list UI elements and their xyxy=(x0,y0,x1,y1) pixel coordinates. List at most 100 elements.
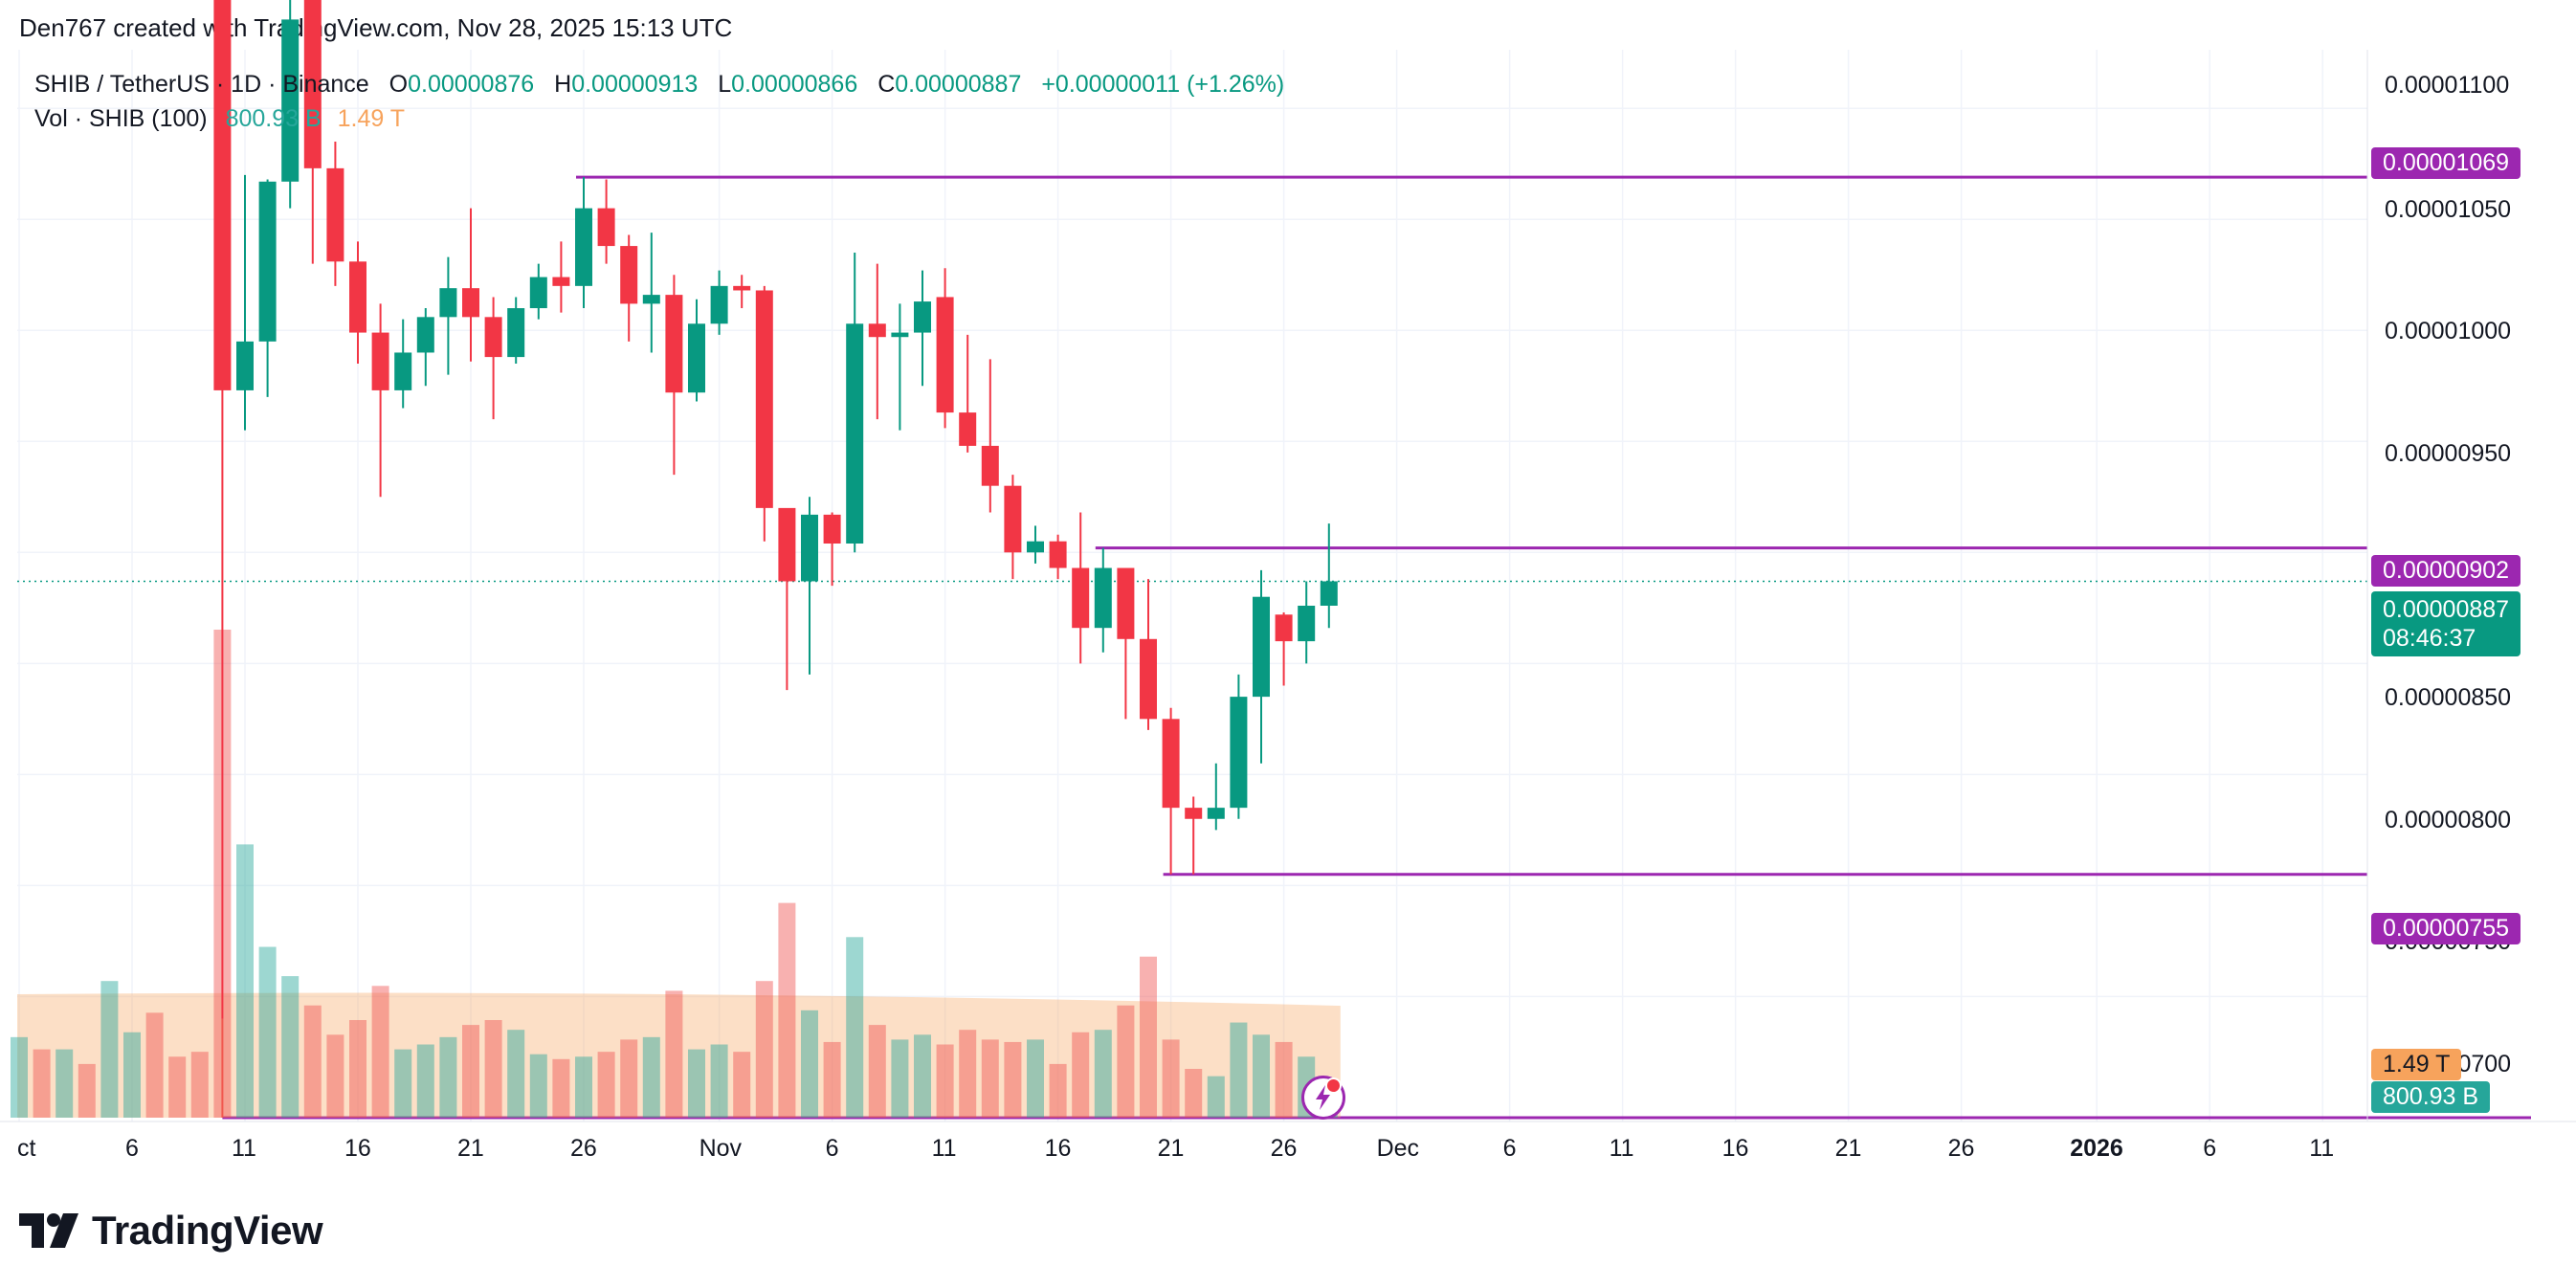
price-tick: 0.00001000 xyxy=(2385,318,2512,344)
time-tick: Nov xyxy=(699,1135,743,1162)
volume-indicator-title: Vol · SHIB (100) xyxy=(34,105,208,132)
candle-body xyxy=(575,208,592,286)
candle-body xyxy=(733,285,751,291)
volume-bar xyxy=(1094,1030,1112,1118)
tv-logo-icon xyxy=(19,1213,78,1248)
level-1069-badge[interactable]: 0.00001069 xyxy=(2371,147,2521,179)
level-755-badge[interactable]: 0.00000755 xyxy=(2371,913,2521,944)
time-tick: 16 xyxy=(344,1135,371,1162)
volume-bar xyxy=(258,946,277,1118)
volume-bar xyxy=(665,990,683,1118)
change-value: +0.00000011 (+1.26%) xyxy=(1041,71,1285,98)
volume-bar xyxy=(1185,1069,1203,1118)
volume-bar xyxy=(801,1010,818,1118)
volume-bar xyxy=(462,1025,479,1118)
candlesticks xyxy=(213,0,1338,1019)
candle-body xyxy=(1162,719,1180,809)
volume-bar xyxy=(620,1039,638,1118)
candle-body xyxy=(1275,614,1293,642)
price-tick: 0.00000950 xyxy=(2385,440,2512,467)
candle-body xyxy=(891,332,909,338)
volume-bar xyxy=(891,1039,909,1118)
volume-bar xyxy=(778,902,796,1118)
volume-bar xyxy=(78,1063,96,1118)
lightning-icon[interactable] xyxy=(1301,1076,1345,1120)
candle-body xyxy=(823,514,841,544)
volume-bar xyxy=(575,1056,592,1118)
price-tick: 0.00000800 xyxy=(2385,807,2512,833)
time-tick: 11 xyxy=(2309,1135,2335,1162)
candle-body xyxy=(236,341,254,390)
price-tick: 0.00001050 xyxy=(2385,196,2512,223)
volume-bar xyxy=(326,1034,344,1118)
time-tick: 21 xyxy=(457,1135,484,1162)
time-tick: 6 xyxy=(2203,1135,2217,1162)
time-tick: 26 xyxy=(1270,1135,1298,1162)
volume-ma-value: 1.49 T xyxy=(337,105,406,132)
volume-bar xyxy=(484,1020,502,1118)
volume-bar xyxy=(868,1025,886,1118)
candle-body xyxy=(801,514,818,582)
volume-bar xyxy=(1117,1005,1135,1118)
high-value: 0.00000913 xyxy=(571,71,699,98)
volume-bar xyxy=(733,1052,751,1118)
chart-attribution: Den767 created with TradingView.com, Nov… xyxy=(19,13,733,42)
volume-ma-badge: 1.49 T xyxy=(2371,1049,2462,1080)
volume-bar xyxy=(349,1020,366,1118)
candle-body xyxy=(642,295,660,304)
chart-legend: SHIB / TetherUS · 1D · Binance O0.000008… xyxy=(34,67,1284,136)
time-tick: 11 xyxy=(931,1135,957,1162)
candle-body xyxy=(529,277,547,309)
volume-bar xyxy=(936,1044,954,1118)
volume-bar xyxy=(755,981,773,1118)
volume-bar xyxy=(123,1032,141,1118)
volume-bar xyxy=(959,1030,977,1118)
candle-body xyxy=(1049,541,1067,568)
low-label: L xyxy=(718,71,732,98)
volume-bar xyxy=(1027,1039,1044,1118)
level-902-badge[interactable]: 0.00000902 xyxy=(2371,555,2521,587)
volume-value: 800.93 B xyxy=(225,105,322,132)
candle-body xyxy=(1004,485,1022,553)
volume-bar xyxy=(11,1036,28,1118)
volume-bar xyxy=(1253,1034,1270,1118)
volume-bar xyxy=(281,976,300,1118)
volume-bar xyxy=(688,1049,705,1118)
volume-bar xyxy=(33,1049,51,1118)
candle-body xyxy=(755,290,773,508)
volume-bar xyxy=(1207,1076,1225,1118)
candle-body xyxy=(868,323,886,338)
volume-bar xyxy=(1004,1041,1022,1118)
candle-body xyxy=(1207,808,1225,819)
volume-bar xyxy=(1230,1022,1248,1118)
candle-body xyxy=(981,445,999,486)
candle-body xyxy=(846,323,864,544)
volume-bar xyxy=(1140,956,1157,1118)
time-tick: 16 xyxy=(1044,1135,1072,1162)
logo-text: TradingView xyxy=(92,1208,323,1253)
volume-bar xyxy=(439,1036,457,1118)
volume-bar xyxy=(190,1052,209,1118)
candle-body xyxy=(416,317,434,353)
volume-bar xyxy=(1049,1063,1067,1118)
candle-body xyxy=(1230,697,1248,809)
candle-body xyxy=(1298,605,1316,642)
time-tick: 11 xyxy=(232,1135,256,1162)
time-tick: 21 xyxy=(1834,1135,1862,1162)
candle-body xyxy=(710,285,728,324)
volume-bar xyxy=(914,1034,931,1118)
alert-dot-icon xyxy=(1325,1077,1342,1094)
candle-body xyxy=(371,332,389,390)
candle-body xyxy=(484,317,502,358)
tradingview-logo[interactable]: TradingView xyxy=(19,1208,323,1254)
candle-body xyxy=(507,308,525,358)
price-tick: 0.00000850 xyxy=(2385,684,2512,711)
candle-body xyxy=(1185,808,1203,819)
high-label: H xyxy=(554,71,572,98)
chart-grid xyxy=(17,50,2367,1121)
volume-bar xyxy=(710,1044,728,1118)
volume-bar xyxy=(981,1039,999,1118)
candle-body xyxy=(778,507,796,582)
legend-volume-row: Vol · SHIB (100) 800.93 B 1.49 T xyxy=(34,101,1284,136)
